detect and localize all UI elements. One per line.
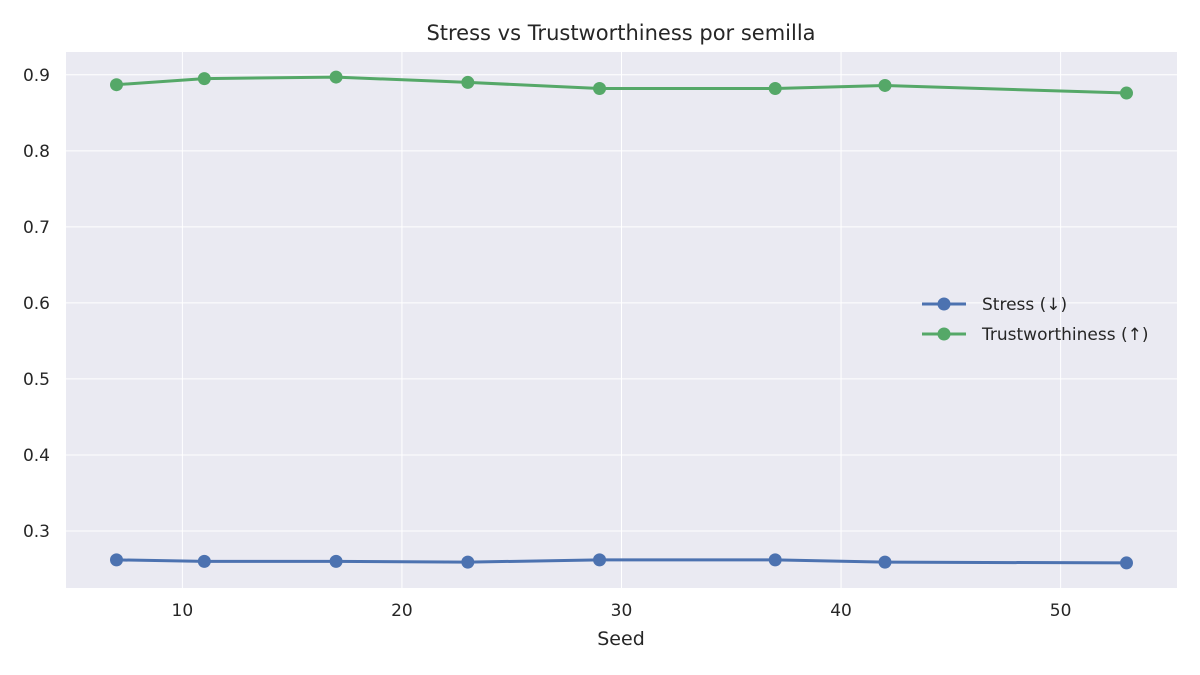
data-point — [1120, 86, 1133, 100]
x-axis-label: Seed — [597, 628, 645, 650]
series-layer — [110, 70, 1133, 570]
series-line — [115, 75, 1128, 95]
legend-entry: Stress (↓) — [922, 295, 1067, 315]
data-point — [110, 553, 123, 567]
y-tick-label: 0.8 — [23, 142, 50, 162]
data-point — [329, 70, 343, 84]
legend-swatch-marker — [937, 297, 951, 311]
series-line — [115, 558, 1128, 565]
series-1 — [110, 70, 1133, 100]
x-tick-label: 50 — [1050, 601, 1072, 621]
x-tick-label: 10 — [172, 601, 194, 621]
data-point — [1120, 556, 1133, 570]
data-point — [768, 81, 782, 95]
legend-label: Stress (↓) — [982, 295, 1067, 315]
chart-title: Stress vs Trustworthiness por semilla — [426, 21, 815, 45]
data-point — [593, 81, 607, 95]
y-tick-label: 0.5 — [23, 370, 50, 390]
y-tick-label: 0.4 — [23, 446, 50, 466]
legend: Stress (↓) Trustworthiness (↑) — [922, 295, 1149, 345]
y-tick-label: 0.3 — [23, 522, 50, 542]
y-tick-label: 0.7 — [23, 218, 50, 238]
legend-label: Trustworthiness (↑) — [981, 325, 1149, 345]
data-point — [197, 554, 211, 568]
data-point — [593, 553, 607, 567]
legend-swatch-marker — [937, 327, 951, 341]
data-point — [110, 78, 123, 92]
data-point — [197, 72, 211, 86]
tick-labels: 0.3 0.4 0.5 0.6 0.7 0.8 0.9 10 20 30 40 50 — [23, 66, 1071, 621]
data-point — [878, 78, 892, 92]
legend-entry: Trustworthiness (↑) — [922, 325, 1149, 345]
series-0 — [110, 553, 1133, 570]
y-tick-label: 0.6 — [23, 294, 50, 314]
data-point — [461, 555, 475, 569]
y-tick-label: 0.9 — [23, 66, 50, 86]
x-tick-label: 30 — [611, 601, 633, 621]
x-tick-label: 20 — [391, 601, 413, 621]
grid — [66, 52, 1177, 588]
x-tick-label: 40 — [830, 601, 852, 621]
data-point — [878, 555, 892, 569]
data-point — [461, 75, 475, 89]
data-point — [768, 553, 782, 567]
data-point — [329, 554, 343, 568]
